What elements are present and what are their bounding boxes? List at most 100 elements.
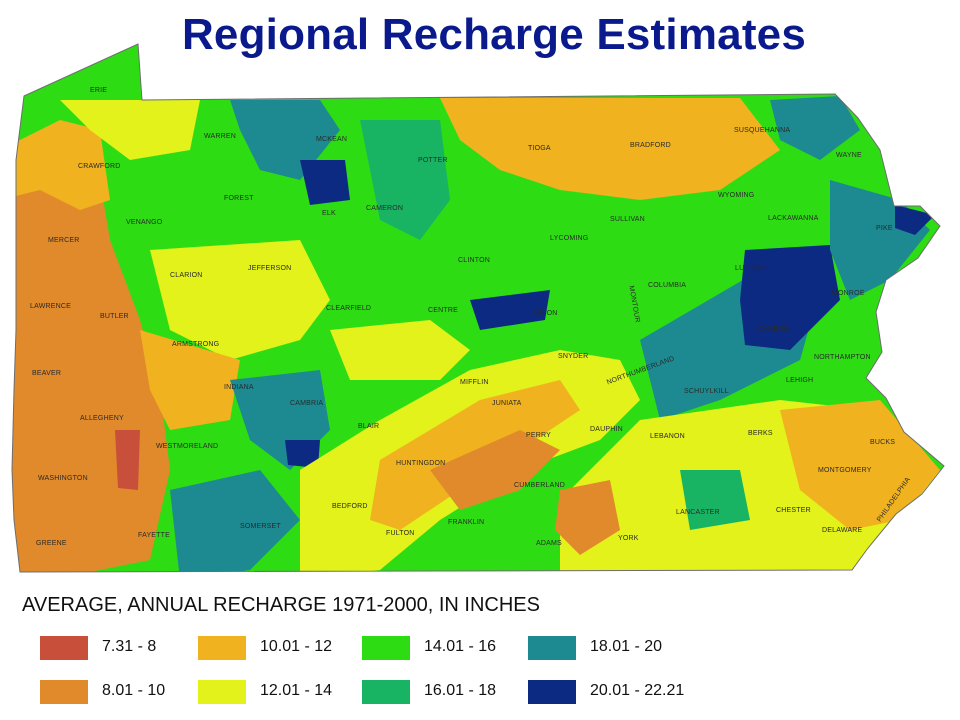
county-label: FAYETTE xyxy=(138,532,170,539)
county-label: JEFFERSON xyxy=(248,265,291,272)
county-label: PIKE xyxy=(876,225,893,232)
county-label: LAWRENCE xyxy=(30,303,71,310)
county-label: ARMSTRONG xyxy=(172,341,219,348)
county-label: CENTRE xyxy=(428,307,458,314)
zone-erie-yellow xyxy=(60,100,200,160)
county-label: SOMERSET xyxy=(240,523,281,530)
pennsylvania-map-svg: ERIE CRAWFORD MERCER LAWRENCE BEAVER ALL… xyxy=(11,43,945,573)
legend-swatch xyxy=(528,680,576,704)
county-label: FOREST xyxy=(224,195,254,202)
zone-allegheny-red xyxy=(115,430,140,490)
zone-bucks-orange xyxy=(780,400,940,530)
county-label: MIFFLIN xyxy=(460,379,489,386)
legend-label: 8.01 - 10 xyxy=(102,682,166,699)
legend-label: 14.01 - 16 xyxy=(424,638,497,655)
county-label: SULLIVAN xyxy=(610,216,645,223)
county-label: MONROE xyxy=(832,290,865,297)
page-title: Regional Recharge Estimates xyxy=(181,10,807,59)
county-label: UNION xyxy=(534,310,558,317)
legend-swatch xyxy=(528,636,576,660)
zone-clarion-yellow xyxy=(150,240,330,360)
legend-title: AVERAGE, ANNUAL RECHARGE 1971-2000, IN I… xyxy=(22,594,540,616)
county-label: BUCKS xyxy=(870,439,895,446)
county-label: BERKS xyxy=(748,430,773,437)
county-label: ALLEGHENY xyxy=(80,415,124,422)
legend-label: 20.01 - 22.21 xyxy=(590,682,685,699)
county-label: PERRY xyxy=(526,432,551,439)
county-label: COLUMBIA xyxy=(648,282,686,289)
county-label: LACKAWANNA xyxy=(768,215,819,222)
county-label: VENANGO xyxy=(126,219,163,226)
legend-swatch xyxy=(198,636,246,660)
county-label: SCHUYLKILL xyxy=(684,388,729,395)
county-label: CARBON xyxy=(758,326,789,333)
county-label: BEAVER xyxy=(32,370,61,377)
county-label: LEHIGH xyxy=(786,377,813,384)
county-label: WAYNE xyxy=(836,152,862,159)
county-label: LEBANON xyxy=(650,433,685,440)
zone-greene-orange xyxy=(12,510,120,572)
legend-label: 16.01 - 18 xyxy=(424,682,497,699)
zone-cambria-blue xyxy=(285,440,320,468)
zone-luzerne-blue xyxy=(740,245,840,350)
county-label: TIOGA xyxy=(528,145,551,152)
zone-perry-orange xyxy=(430,430,560,510)
county-label: INDIANA xyxy=(224,384,254,391)
zone-centre-blue xyxy=(470,290,550,330)
county-label: LANCASTER xyxy=(676,509,720,516)
county-label: ERIE xyxy=(90,87,107,94)
county-label: YORK xyxy=(618,535,639,542)
legend-swatch xyxy=(198,680,246,704)
county-label: ELK xyxy=(322,210,336,217)
county-label: WYOMING xyxy=(718,192,754,199)
county-label: CLINTON xyxy=(458,257,490,264)
county-label: CAMERON xyxy=(366,205,403,212)
legend-swatch xyxy=(40,636,88,660)
zone-wayne-teal xyxy=(770,96,860,160)
county-label: HUNTINGDON xyxy=(396,460,445,467)
legend-label: 10.01 - 12 xyxy=(260,638,333,655)
county-label: NORTHAMPTON xyxy=(814,354,871,361)
county-label: BRADFORD xyxy=(630,142,671,149)
state-outline xyxy=(11,43,945,573)
zone-pike-blue xyxy=(895,205,935,235)
county-label: CLARION xyxy=(170,272,203,279)
zone-pike-teal xyxy=(830,180,930,300)
zone-potter-green xyxy=(360,120,450,240)
county-label: MCKEAN xyxy=(316,136,347,143)
county-label: MERCER xyxy=(48,237,80,244)
county-label: WASHINGTON xyxy=(38,475,88,482)
legend-label: 7.31 - 8 xyxy=(102,638,157,655)
legend-swatch xyxy=(40,680,88,704)
county-label: CAMBRIA xyxy=(290,400,323,407)
recharge-map: ERIE CRAWFORD MERCER LAWRENCE BEAVER ALL… xyxy=(11,43,945,573)
county-label: MONTGOMERY xyxy=(818,467,872,474)
legend-swatch xyxy=(362,636,410,660)
county-label: BUTLER xyxy=(100,313,129,320)
zone-mckean-blue xyxy=(300,160,350,205)
county-label: SUSQUEHANNA xyxy=(734,127,790,134)
county-label: DAUPHIN xyxy=(590,426,623,433)
county-label: DELAWARE xyxy=(822,527,862,534)
county-label: CUMBERLAND xyxy=(514,482,565,489)
county-label: CHESTER xyxy=(776,507,811,514)
county-label: LYCOMING xyxy=(550,235,588,242)
zone-centre-yellow xyxy=(330,320,470,380)
zone-somerset-teal xyxy=(170,470,300,572)
zone-adams-orange xyxy=(555,480,620,555)
recharge-zones xyxy=(12,44,944,572)
county-label: LUZERNE xyxy=(735,265,769,272)
county-label: POTTER xyxy=(418,157,448,164)
county-label: JUNIATA xyxy=(492,400,522,407)
legend-swatch xyxy=(362,680,410,704)
zone-armstrong xyxy=(140,330,240,430)
county-label: FULTON xyxy=(386,530,415,537)
legend-label: 12.01 - 14 xyxy=(260,682,333,699)
county-label: WARREN xyxy=(204,133,236,140)
county-label: GREENE xyxy=(36,540,67,547)
county-label: ADAMS xyxy=(536,540,562,547)
zone-crawford xyxy=(12,120,110,210)
legend-label: 18.01 - 20 xyxy=(590,638,663,655)
county-label: SNYDER xyxy=(558,353,588,360)
county-label: BEDFORD xyxy=(332,503,368,510)
